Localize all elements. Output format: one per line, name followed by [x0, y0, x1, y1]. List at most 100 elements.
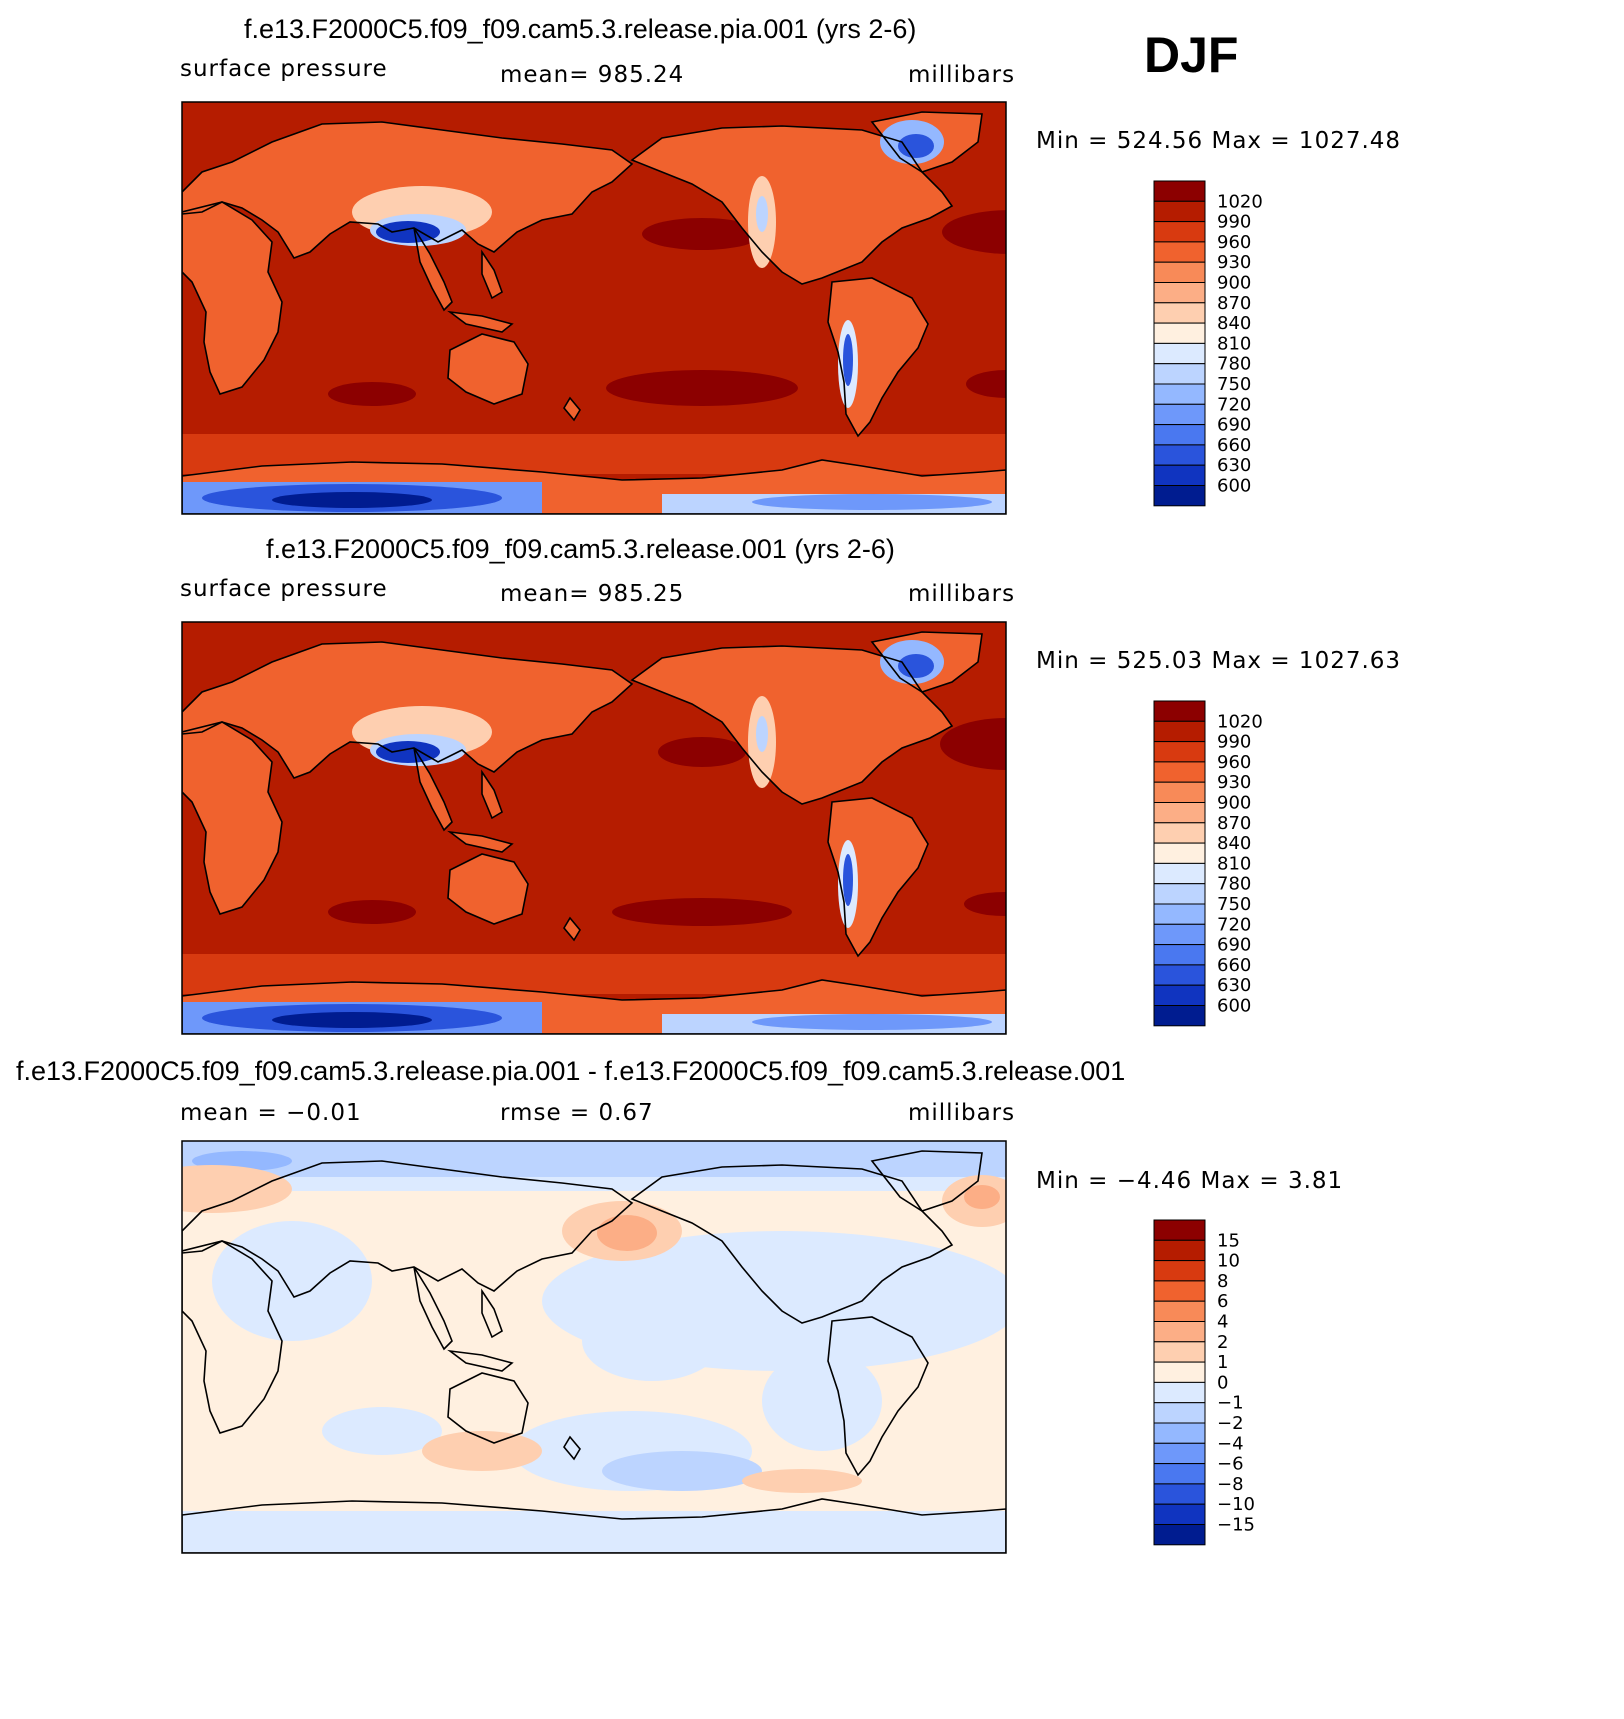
panel-2-title: f.e13.F2000C5.f09_f09.cam5.3.release.001…: [266, 534, 895, 564]
colorbar-tick-label: −4: [1217, 1433, 1244, 1454]
panel-1-right-label: millibars: [908, 62, 1016, 88]
panel-2-left-label: surface pressure: [180, 576, 388, 602]
season-label: DJF: [1144, 27, 1239, 83]
colorbar-tick-label: 10: [1217, 1251, 1240, 1272]
colorbar-tick-label: −10: [1217, 1494, 1255, 1515]
map-diff-positive: [742, 1469, 862, 1493]
colorbar-bin: [1153, 1402, 1206, 1424]
colorbar-bin: [1153, 944, 1206, 966]
colorbar-bin: [1153, 1239, 1206, 1262]
map-high-pressure: [940, 718, 1006, 770]
colorbar-tick-label: −8: [1217, 1474, 1244, 1495]
colorbar: 1020990960930900870840810780750720690660…: [1153, 700, 1263, 1027]
colorbar-tick-label: 720: [1217, 394, 1251, 415]
colorbar-bin: [1153, 964, 1206, 986]
map-diff-negative: [762, 1351, 882, 1451]
colorbar-bin: [1153, 1361, 1206, 1383]
colorbar-bin: [1153, 862, 1206, 885]
colorbar-tick-label: 780: [1217, 874, 1251, 895]
colorbar-tick-label: 810: [1217, 853, 1251, 874]
colorbar-tick-label: 600: [1217, 996, 1251, 1017]
map-diff-negative: [212, 1221, 372, 1341]
colorbar-bin: [1153, 1483, 1206, 1505]
map-diff-positive-core: [597, 1215, 657, 1251]
colorbar-bin: [1153, 1381, 1206, 1404]
colorbar-bin: [1153, 424, 1206, 446]
colorbar-tick-label: 1020: [1217, 711, 1263, 732]
map-diff-positive: [182, 1165, 292, 1213]
map-tibet-plateau: [376, 221, 440, 243]
colorbar-tick-label: 990: [1217, 732, 1251, 753]
map-diff-negative-core: [602, 1451, 762, 1491]
map-diff-positive-core: [964, 1185, 1000, 1209]
colorbar-bin: [1153, 842, 1206, 864]
map-antarctic-ice-east-core: [752, 1014, 992, 1030]
colorbar-tick-label: 1020: [1217, 191, 1263, 212]
map-frame: [181, 101, 1007, 515]
map-panel-3: [182, 1141, 1006, 1553]
colorbar-bin: [1153, 883, 1206, 905]
colorbar-tick-label: 6: [1217, 1291, 1228, 1312]
map-panel-1: [182, 102, 1006, 514]
colorbar-tick-label: 840: [1217, 833, 1251, 854]
colorbar-bin: [1153, 322, 1206, 344]
colorbar-tick-label: −2: [1217, 1413, 1244, 1434]
colorbar-tick-label: 660: [1217, 955, 1251, 976]
map-diff-negative: [182, 1177, 1006, 1191]
colorbar-tick-label: 870: [1217, 813, 1251, 834]
colorbar-bin: [1153, 180, 1206, 202]
colorbar-tick-label: −15: [1217, 1515, 1255, 1536]
map-high-pressure: [328, 900, 416, 924]
colorbar-tick-label: 870: [1217, 293, 1251, 314]
colorbar-tick-label: 960: [1217, 752, 1251, 773]
colorbar-bin: [1153, 741, 1206, 763]
panel-3-left-label: mean = −0.01: [180, 1100, 362, 1126]
colorbar-bin: [1153, 1463, 1206, 1485]
map-high-pressure: [328, 382, 416, 406]
map-high-pressure: [658, 737, 746, 767]
map-high-pressure: [606, 370, 798, 406]
colorbar-bin: [1153, 1260, 1206, 1282]
panel-3-title: f.e13.F2000C5.f09_f09.cam5.3.release.pia…: [16, 1056, 1126, 1086]
colorbar-tick-label: 960: [1217, 232, 1251, 253]
colorbar-tick-label: 900: [1217, 273, 1251, 294]
colorbar-bin: [1153, 383, 1206, 405]
colorbar-bin: [1153, 261, 1206, 284]
colorbar-tick-label: 660: [1217, 435, 1251, 456]
map-antarctic-ice-deep: [272, 492, 432, 508]
colorbar-tick-label: 930: [1217, 252, 1251, 273]
colorbar-bin: [1153, 1321, 1206, 1343]
colorbar-tick-label: 930: [1217, 772, 1251, 793]
colorbar-bin: [1153, 720, 1206, 743]
colorbar-tick-label: −1: [1217, 1393, 1244, 1414]
colorbar-bin: [1153, 444, 1206, 466]
panel-3-right-label: millibars: [908, 1100, 1016, 1126]
colorbar-bin: [1153, 1300, 1206, 1322]
colorbar-tick-label: 15: [1217, 1230, 1240, 1251]
colorbar-tick-label: 630: [1217, 975, 1251, 996]
colorbar-tick-label: 630: [1217, 455, 1251, 476]
colorbar-bin: [1153, 1005, 1206, 1027]
colorbar-bin: [1153, 464, 1206, 487]
colorbar-bin: [1153, 923, 1206, 946]
panel-1-left-label: surface pressure: [180, 56, 388, 82]
colorbar-tick-label: 8: [1217, 1271, 1228, 1292]
colorbar-tick-label: 990: [1217, 212, 1251, 233]
colorbar-tick-label: 810: [1217, 333, 1251, 354]
map-diff-negative: [322, 1407, 442, 1455]
map-rockies-core: [756, 716, 768, 752]
colorbar-tick-label: 0: [1217, 1372, 1228, 1393]
map-high-pressure: [964, 892, 1006, 916]
colorbar-tick-label: 900: [1217, 793, 1251, 814]
colorbar-tick-label: 780: [1217, 354, 1251, 375]
colorbar-bin: [1153, 802, 1206, 824]
map-high-pressure: [642, 218, 762, 250]
panel-1-title: f.e13.F2000C5.f09_f09.cam5.3.release.pia…: [244, 14, 917, 44]
colorbar-bin: [1153, 903, 1206, 925]
map-diff-positive: [422, 1431, 542, 1471]
panel-2-center-label: mean= 985.25: [500, 581, 685, 607]
colorbar-bin: [1153, 302, 1206, 324]
colorbar-tick-label: 750: [1217, 374, 1251, 395]
map-high-pressure: [942, 210, 1006, 254]
